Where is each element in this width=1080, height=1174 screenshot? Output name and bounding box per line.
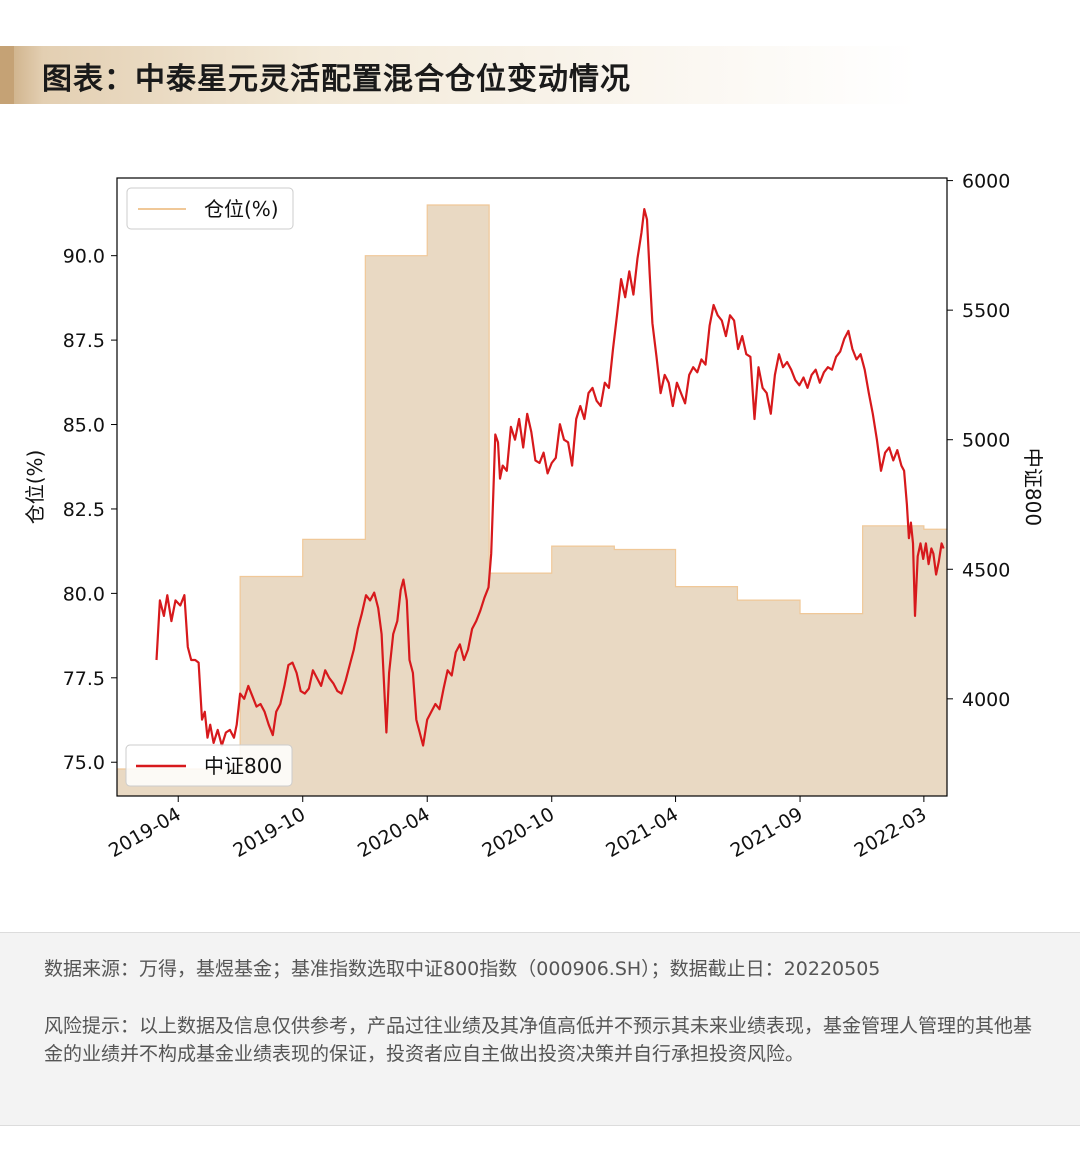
legend-index-label: 中证800 <box>204 754 282 778</box>
left-axis-tick-label: 85.0 <box>63 415 105 437</box>
footer-notes: 数据来源：万得，基煜基金；基准指数选取中证800指数（000906.SH）；数据… <box>0 932 1080 1126</box>
title-banner: 图表：中泰星元灵活配置混合仓位变动情况 <box>0 46 1080 104</box>
left-axis-tick-label: 80.0 <box>63 583 105 605</box>
right-axis-tick-label: 4000 <box>962 689 1010 711</box>
right-axis-tick-label: 4500 <box>962 559 1010 581</box>
left-axis-tick-label: 77.5 <box>63 668 105 690</box>
x-axis-tick-label: 2022-03 <box>851 803 931 862</box>
plot-frame <box>116 177 948 797</box>
x-axis-tick-label: 2019-04 <box>105 803 185 862</box>
x-axis-tick-label: 2021-04 <box>602 803 682 862</box>
x-axis-tick-label: 2020-10 <box>478 803 558 862</box>
legend-index-box <box>125 744 293 787</box>
index-line <box>155 208 945 747</box>
legend-position-label: 仓位(%) <box>204 197 279 221</box>
x-axis-tick-label: 2020-04 <box>354 803 434 862</box>
legend-position-box <box>126 187 294 230</box>
x-axis-tick-label: 2021-09 <box>727 803 807 862</box>
x-axis-tick-label: 2019-10 <box>229 803 309 862</box>
right-axis-tick-label: 6000 <box>962 171 1010 193</box>
risk-disclaimer: 风险提示：以上数据及信息仅供参考，产品过往业绩及其净值高低并不预示其未来业绩表现… <box>44 1015 1033 1065</box>
chart-title: 图表：中泰星元灵活配置混合仓位变动情况 <box>42 62 631 97</box>
left-axis-tick-label: 75.0 <box>63 752 105 774</box>
right-axis-tick-label: 5000 <box>962 430 1010 452</box>
position-area <box>117 205 947 797</box>
left-axis-label: 仓位(%) <box>23 450 47 525</box>
right-axis-tick-label: 5500 <box>962 300 1010 322</box>
title-accent-bar <box>0 46 14 104</box>
left-axis-tick-label: 87.5 <box>63 330 105 352</box>
chart: 75.0 77.5 80.0 82.5 85.0 87.5 90.0 4000 4500 5000… <box>23 171 1045 862</box>
data-source-note: 数据来源：万得，基煜基金；基准指数选取中证800指数（000906.SH）；数据… <box>44 958 881 980</box>
position-step-edge <box>117 204 947 770</box>
right-axis-label: 中证800 <box>1021 448 1045 526</box>
left-axis-tick-label: 82.5 <box>63 499 105 521</box>
left-axis-tick-label: 90.0 <box>63 246 105 268</box>
